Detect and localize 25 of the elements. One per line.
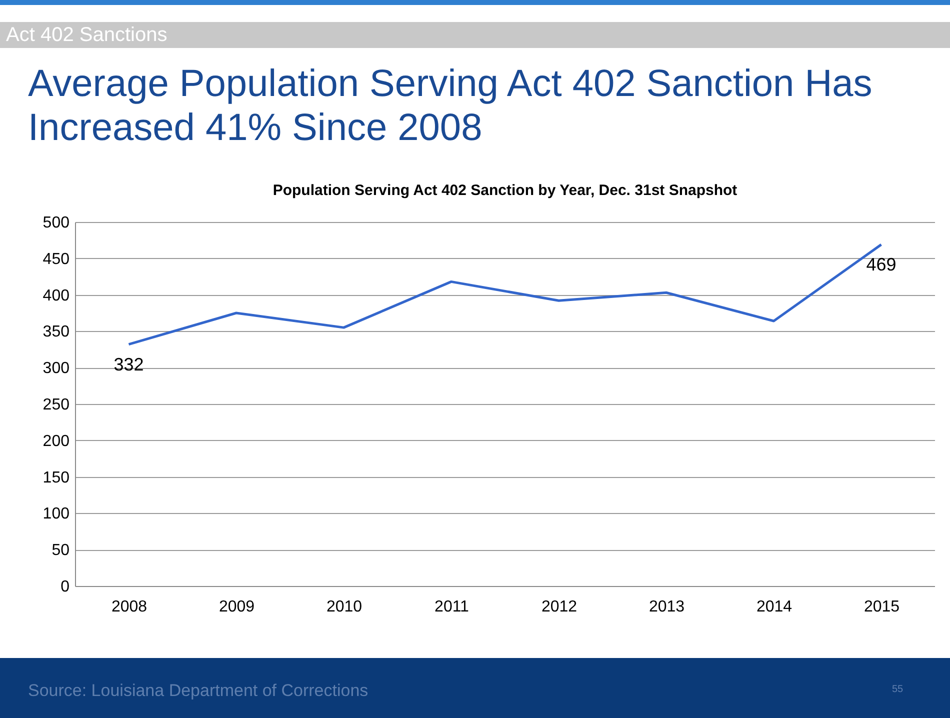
y-tick-label: 250	[42, 396, 70, 414]
y-tick-label: 450	[42, 250, 70, 268]
y-tick-label: 50	[52, 542, 70, 560]
data-label: 469	[866, 254, 896, 275]
y-tick-label: 100	[42, 506, 70, 523]
x-tick-label: 2015	[864, 598, 900, 616]
x-tick-label: 2012	[541, 598, 578, 616]
y-tick-label: 350	[42, 324, 70, 341]
chart-title: Average Population Serving Act 402 Sanction Has Increased 41% Since 2008	[28, 62, 874, 150]
y-tick-label: 300	[42, 360, 70, 378]
y-tick-label: 0	[60, 578, 70, 596]
chart-subtitle: Population Serving Act 402 Sanction by Year, Dec. 31st Snapshot	[272, 182, 738, 199]
x-tick-label: 2011	[434, 598, 470, 616]
y-tick-label: 400	[42, 287, 70, 304]
y-tick-label: 150	[42, 469, 70, 486]
text: 55	[892, 684, 904, 695]
x-tick-label: 2010	[326, 598, 362, 616]
y-tick-label: 500	[42, 214, 70, 232]
x-tick-label: 2014	[756, 598, 792, 616]
source-note: Source: Louisiana Department of Corrections	[28, 681, 368, 701]
data-label: 332	[114, 354, 144, 374]
y-tick-label: 200	[42, 432, 70, 450]
x-tick-label: 2013	[648, 598, 685, 616]
x-tick-label: 2009	[218, 598, 255, 616]
x-tick-label: 2008	[111, 598, 148, 616]
